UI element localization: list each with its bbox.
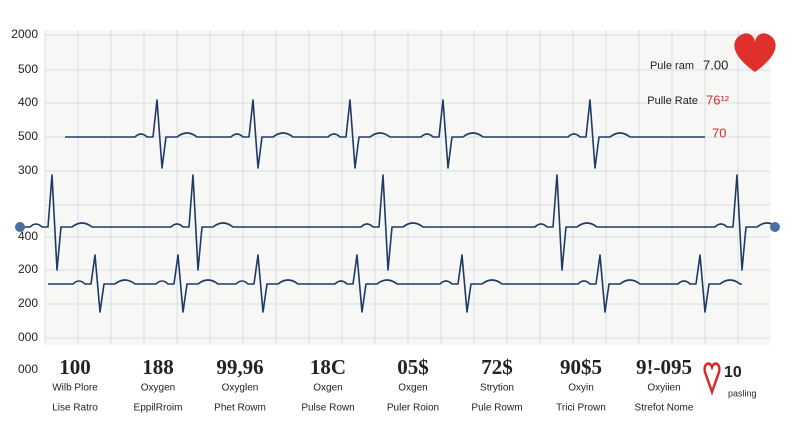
axis-label: 400: [18, 95, 38, 109]
traces: [20, 99, 778, 313]
axis-label: 300: [18, 163, 38, 177]
stat-label: Oxyiien: [647, 383, 680, 394]
stat-sublabel: Phet Rowm: [214, 403, 266, 414]
grid: [44, 30, 770, 345]
stat-label: Oxgen: [398, 383, 427, 394]
stat-value: 188: [142, 355, 174, 379]
stat-sublabel: EppilRroim: [134, 403, 183, 414]
readout-value: 70: [712, 125, 726, 140]
readout-label: Pule ram: [650, 60, 694, 72]
stat-value: 99,96: [216, 355, 263, 379]
axis-label: 200: [18, 262, 38, 276]
axis-label: 200: [18, 296, 38, 310]
legend-label: pasling: [728, 388, 757, 398]
stat-label: Wilb Plore: [52, 383, 98, 394]
heart-icon: [734, 33, 776, 72]
trace-marker: [770, 222, 780, 232]
ecg-trace: [65, 99, 705, 169]
stat-sublabel: Puler Roion: [387, 403, 439, 414]
corner-label: 000: [18, 362, 38, 376]
stat-label: Oxygen: [141, 383, 175, 394]
stat-sublabel: Trici Prown: [556, 403, 606, 414]
legend-value: 10: [724, 364, 742, 381]
readout-value: 76¹²: [706, 92, 730, 107]
readout-value: 7.00: [703, 57, 728, 72]
stat-sublabel: Pule Rowm: [471, 403, 522, 414]
readout-label: Pulle Rate: [647, 95, 698, 107]
stat-label: Strytion: [480, 383, 514, 394]
stat-sublabel: Lise Ratro: [52, 403, 98, 414]
axis-label: 000: [18, 330, 38, 344]
heart-icon-small: [703, 362, 721, 396]
ecg-trace: [48, 254, 742, 313]
trace-marker: [15, 222, 25, 232]
stat-label: Oxgen: [313, 383, 342, 394]
axis-label: 2000: [11, 27, 38, 41]
stat-value: 9!-095: [636, 355, 692, 379]
stat-label: Oxyglen: [222, 383, 259, 394]
stat-value: 18C: [310, 355, 346, 379]
axis-label: 500: [18, 129, 38, 143]
stat-value: 100: [59, 355, 91, 379]
stat-value: 90$5: [560, 355, 602, 379]
stat-sublabel: Strefot Nome: [635, 403, 694, 414]
axis-label: 400: [18, 229, 38, 243]
ecg-trace: [20, 174, 778, 271]
stat-sublabel: Pulse Rown: [301, 403, 354, 414]
stat-value: 05$: [397, 355, 429, 379]
stat-value: 72$: [481, 355, 513, 379]
stat-label: Oxyin: [568, 383, 594, 394]
axis-label: 500: [18, 62, 38, 76]
